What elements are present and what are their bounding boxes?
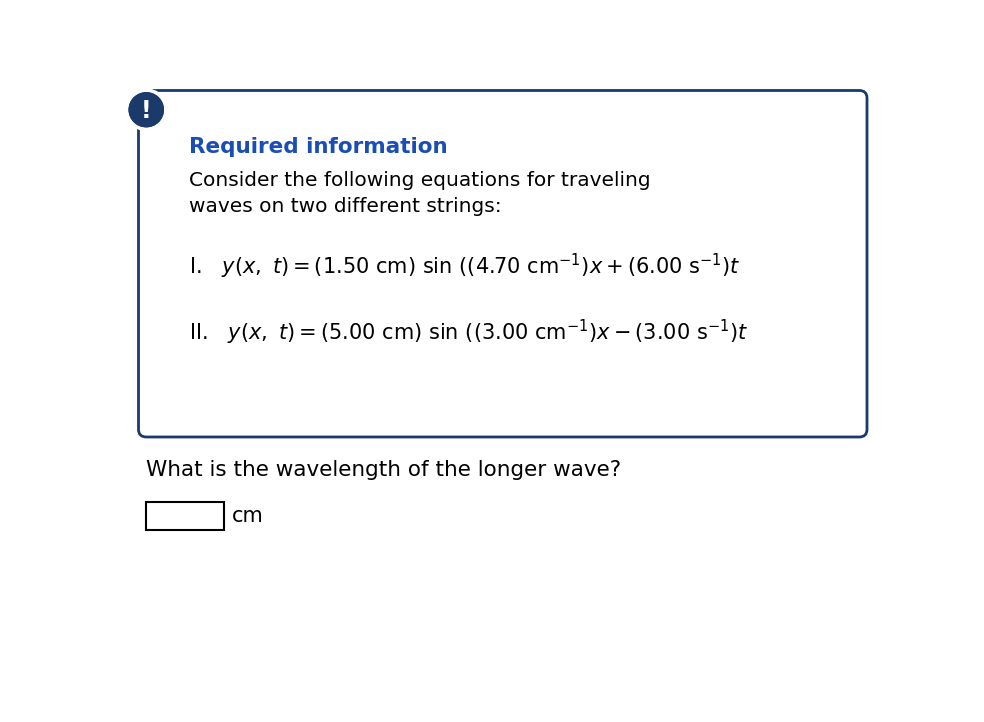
Text: !: ! [141, 98, 152, 123]
FancyBboxPatch shape [139, 90, 867, 437]
Circle shape [126, 90, 166, 130]
FancyBboxPatch shape [147, 503, 223, 530]
Circle shape [129, 93, 163, 126]
Text: What is the wavelength of the longer wave?: What is the wavelength of the longer wav… [147, 460, 621, 480]
Text: I.   $\it{y}(\it{x},\ \it{t}) = (1.50\ \rm{cm})\ \rm{sin}\ ((4.70\ \rm{cm}^{-1}): I. $\it{y}(\it{x},\ \it{t}) = (1.50\ \rm… [189, 252, 741, 282]
Text: Required information: Required information [189, 136, 448, 157]
Text: cm: cm [231, 506, 264, 526]
Circle shape [129, 93, 163, 126]
Text: Consider the following equations for traveling: Consider the following equations for tra… [189, 171, 650, 191]
Text: waves on two different strings:: waves on two different strings: [189, 197, 502, 216]
Text: II.   $\it{y}(\it{x},\ \it{t}) = (5.00\ \rm{cm})\ \rm{sin}\ ((3.00\ \rm{cm}^{-1}: II. $\it{y}(\it{x},\ \it{t}) = (5.00\ \r… [189, 318, 748, 347]
